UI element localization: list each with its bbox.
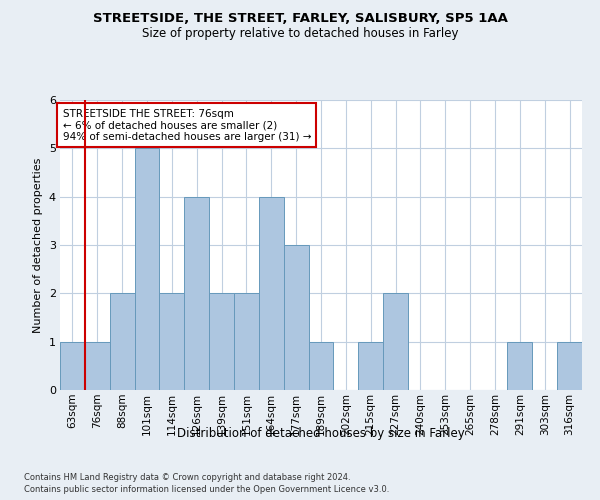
Bar bbox=[110, 294, 134, 390]
Text: Contains HM Land Registry data © Crown copyright and database right 2024.: Contains HM Land Registry data © Crown c… bbox=[24, 472, 350, 482]
Bar bbox=[383, 294, 408, 390]
Text: Contains public sector information licensed under the Open Government Licence v3: Contains public sector information licen… bbox=[24, 485, 389, 494]
Bar bbox=[60, 342, 85, 390]
Bar bbox=[160, 294, 184, 390]
Text: Size of property relative to detached houses in Farley: Size of property relative to detached ho… bbox=[142, 28, 458, 40]
Bar bbox=[508, 342, 532, 390]
Bar bbox=[284, 245, 308, 390]
Bar bbox=[358, 342, 383, 390]
Bar bbox=[557, 342, 582, 390]
Bar bbox=[209, 294, 234, 390]
Text: Distribution of detached houses by size in Farley: Distribution of detached houses by size … bbox=[177, 428, 465, 440]
Bar bbox=[259, 196, 284, 390]
Bar bbox=[85, 342, 110, 390]
Text: STREETSIDE THE STREET: 76sqm
← 6% of detached houses are smaller (2)
94% of semi: STREETSIDE THE STREET: 76sqm ← 6% of det… bbox=[62, 108, 311, 142]
Bar bbox=[184, 196, 209, 390]
Bar bbox=[308, 342, 334, 390]
Text: STREETSIDE, THE STREET, FARLEY, SALISBURY, SP5 1AA: STREETSIDE, THE STREET, FARLEY, SALISBUR… bbox=[92, 12, 508, 26]
Bar bbox=[234, 294, 259, 390]
Bar bbox=[134, 148, 160, 390]
Y-axis label: Number of detached properties: Number of detached properties bbox=[33, 158, 43, 332]
